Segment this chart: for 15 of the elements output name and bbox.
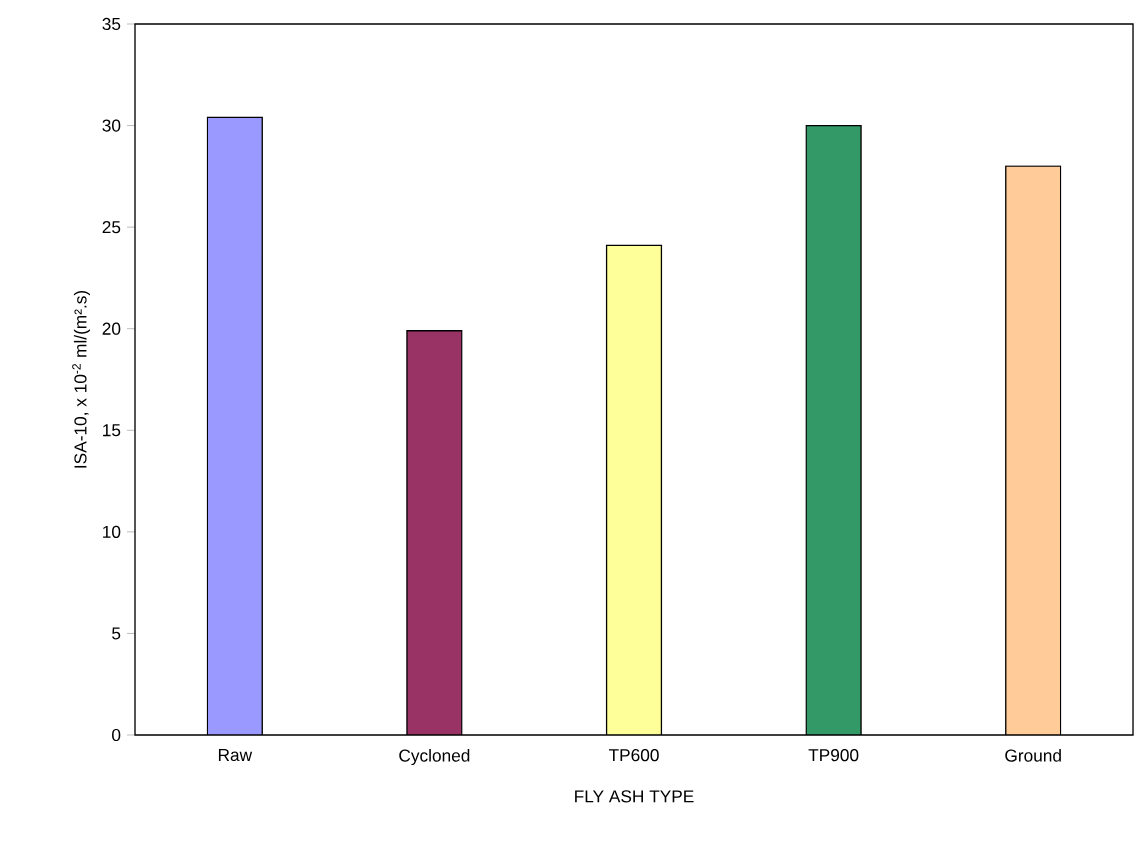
x-tick-label: Raw (218, 749, 253, 762)
x-tick-label: TP600 (608, 749, 659, 762)
y-tick-label: 10 (103, 525, 121, 538)
y-tick-label: 20 (102, 322, 121, 335)
y-tick-label: 5 (112, 627, 121, 640)
x-tick-label: Ground (1005, 749, 1061, 762)
y-tick-label: 30 (102, 119, 121, 132)
y-tick-label: 15 (103, 424, 121, 437)
y-tick-label: 25 (102, 221, 121, 234)
y-tick-label: 0 (112, 728, 121, 742)
x-tick-label: Cycloned (399, 749, 470, 766)
x-tick-label: TP900 (808, 749, 859, 762)
y-tick-label: 35 (102, 17, 121, 31)
y-axis-title: ISA-10, x 10$^{-2}$ ml/(m².s) (72, 290, 90, 468)
x-axis-title: FLY ASH TYPE (575, 790, 694, 803)
